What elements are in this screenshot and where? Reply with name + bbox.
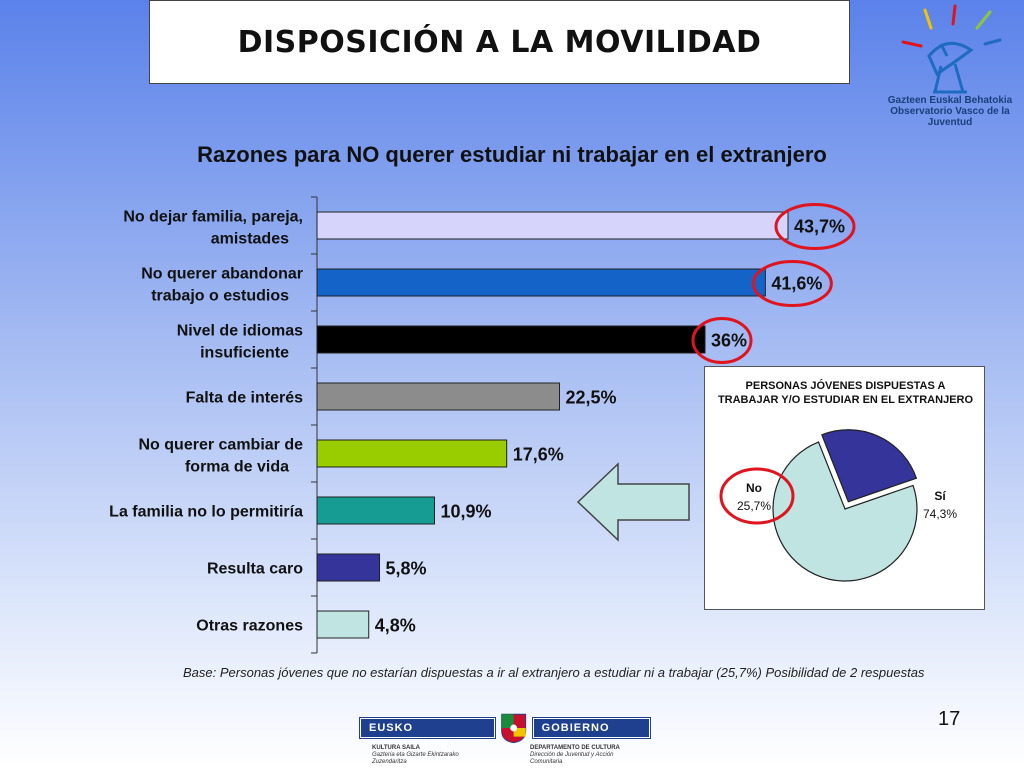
slide-title: DISPOSICIÓN A LA MOVILIDAD [237, 24, 762, 60]
category-label-line: Resulta caro [207, 561, 303, 578]
category-label: Resulta caro [207, 561, 303, 578]
bar [316, 553, 381, 582]
footer-left-sub2: Gazteria eta Gizarte Ekintzarako [372, 752, 459, 758]
footer-left-sub1: KULTURA SAILA [372, 745, 420, 751]
category-label-line: Falta de interés [186, 390, 303, 407]
category-label-line: No querer abandonar [141, 266, 303, 283]
category-label-line: Otras razones [196, 618, 303, 635]
category-label: Falta de interés [186, 390, 303, 407]
bar-value-label: 22,5% [566, 388, 617, 408]
bar-value-label: 17,6% [513, 445, 564, 465]
footer-right-caption: DEPARTAMENTO DE CULTURA Dirección de Juv… [530, 745, 620, 766]
bar-value-label: 10,9% [440, 502, 491, 522]
bar [316, 439, 508, 468]
bar [316, 496, 435, 525]
footer-right-sub2: Dirección de Juventud y Acción [530, 752, 614, 758]
logo-caption: Gazteen Euskal Behatokia Observatorio Va… [875, 95, 1024, 128]
footer-gobierno-vasco: GOBIERNO VASCO [532, 718, 650, 752]
category-label-line: La familia no lo permitiría [109, 504, 303, 521]
category-label-line: trabajo o estudios [151, 288, 289, 305]
pie-chart-box: PERSONAS JÓVENES DISPUESTAS A TRABAJAR Y… [704, 366, 985, 610]
pie-label-no-name: No [746, 481, 762, 495]
footer-right-sub1: DEPARTAMENTO DE CULTURA [530, 745, 620, 751]
arrow-left-icon [576, 462, 690, 542]
category-label: Nivel de idiomas insuficiente [177, 323, 303, 362]
bar-value-label: 41,6% [771, 274, 822, 294]
category-label-line: insuficiente [200, 345, 289, 362]
base-note: Base: Personas jóvenes que no estarían d… [183, 665, 925, 680]
footer-logo-bar: EUSKO JAURLARITZA GOBIERNO VASCO [360, 713, 650, 752]
footer-eusko-jaurlaritza: EUSKO JAURLARITZA [360, 718, 496, 752]
observatorio-logo [901, 4, 1002, 94]
pie-label-no: No 25,7% [719, 479, 789, 515]
highlight-ring [751, 260, 833, 307]
footer-right-sub3: Comunitaria [530, 759, 563, 765]
bar-value-label: 5,8% [386, 559, 427, 579]
category-label: No querer abandonar trabajo o estudios [141, 266, 303, 305]
bar [316, 325, 706, 354]
page-number: 17 [938, 708, 961, 730]
bar [316, 382, 561, 411]
bar [316, 268, 766, 297]
category-label: No querer cambiar de forma de vida [139, 437, 304, 476]
bar-value-label: 36% [711, 331, 747, 351]
category-label: Otras razones [196, 618, 303, 635]
bar-value-label: 4,8% [375, 616, 416, 636]
category-label-line: forma de vida [185, 459, 289, 476]
highlight-ring [719, 467, 795, 525]
category-label-line: No dejar familia, pareja, [123, 209, 303, 226]
logo-line2: Observatorio Vasco de la Juventud [890, 106, 1010, 128]
pie-title: PERSONAS JÓVENES DISPUESTAS A TRABAJAR Y… [717, 380, 974, 406]
bar [316, 610, 370, 639]
pie-label-si-name: Sí [934, 489, 946, 503]
highlight-ring [774, 203, 856, 250]
pie-label-si: Sí 74,3% [910, 487, 970, 523]
footer-left-sub3: Zuzendaritza [372, 759, 407, 765]
bar [316, 211, 789, 240]
chart-title: Razones para NO querer estudiar ni traba… [197, 142, 827, 167]
pie-slice [821, 429, 918, 503]
category-label-line: No querer cambiar de [139, 437, 304, 454]
bar-value-label: 43,7% [794, 217, 845, 237]
category-label-line: amistades [211, 231, 289, 248]
category-label: No dejar familia, pareja, amistades [123, 209, 303, 248]
logo-line1: Gazteen Euskal Behatokia [887, 95, 1013, 106]
pie-slice [772, 441, 918, 582]
pie-label-si-value: 74,3% [922, 507, 958, 521]
slide-title-box: DISPOSICIÓN A LA MOVILIDAD [149, 0, 850, 84]
footer-left-caption: KULTURA SAILA Gazteria eta Gizarte Ekint… [372, 745, 459, 766]
bars-layer: 43,7% No dejar familia, pareja, amistades 4… [109, 196, 856, 654]
coat-of-arms-icon [501, 713, 527, 744]
category-label-line: Nivel de idiomas [177, 323, 303, 340]
category-label: La familia no lo permitiría [109, 504, 303, 521]
pie-label-no-value: 25,7% [736, 499, 772, 513]
pie-chart [719, 429, 918, 582]
highlight-ring [691, 317, 753, 364]
